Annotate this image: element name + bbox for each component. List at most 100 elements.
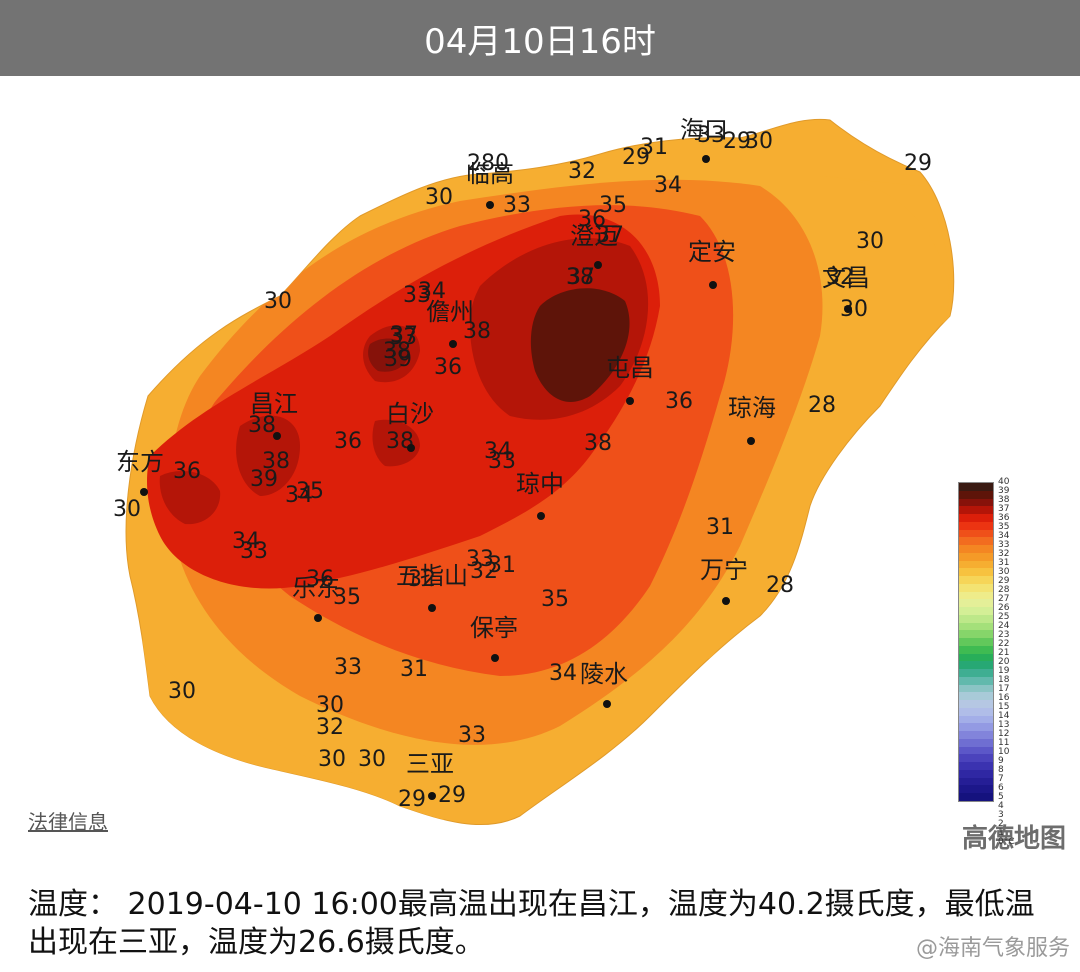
legend-swatch (959, 483, 993, 491)
legend-swatch (959, 599, 993, 607)
legend-swatch (959, 731, 993, 739)
city-name: 白沙 (386, 400, 434, 428)
legend-swatch (959, 552, 993, 561)
city-dot (722, 597, 730, 605)
legend-label: 12 (998, 729, 1010, 739)
temp-label: 31 (488, 553, 516, 578)
legend-swatch (959, 630, 993, 638)
temp-label: 29 (904, 151, 932, 176)
temp-label: 30 (264, 289, 292, 314)
temp-label: 34 (484, 439, 512, 464)
legend-swatch (959, 568, 993, 576)
legend-label: 31 (998, 558, 1010, 568)
legend-swatch (959, 576, 993, 584)
legend-label: 23 (998, 630, 1010, 640)
summary-text: 温度： 2019-04-10 16:00最高温出现在昌江，温度为40.2摄氏度，… (28, 887, 1035, 960)
temp-label: 31 (706, 515, 734, 540)
temp-label: 36 (434, 355, 462, 380)
legend-swatch (959, 669, 993, 677)
legend-swatch (959, 777, 993, 786)
legend-swatch (959, 591, 993, 600)
legend-label: 22 (998, 639, 1010, 649)
city-name: 保亭 (470, 614, 518, 642)
legend-swatch (959, 700, 993, 708)
temp-label: 35 (541, 587, 569, 612)
city-dot (449, 340, 457, 348)
temp-label: 33 (458, 723, 486, 748)
temperature-labels: 33 29 30 31 29 280 32 34 30 35 33 36 37 … (113, 123, 932, 812)
legend-swatch (959, 622, 993, 631)
temp-label: 29 (723, 129, 751, 154)
legend-label: 13 (998, 720, 1010, 730)
city-name: 东方 (116, 448, 164, 476)
temp-label: 30 (316, 693, 344, 718)
legend-label: 35 (998, 522, 1010, 532)
legend-label: 10 (998, 747, 1010, 757)
temp-label: 29 (438, 783, 466, 808)
legend-label: 28 (998, 585, 1010, 595)
temp-label: 32 (470, 559, 498, 584)
legend-label: 18 (998, 675, 1010, 685)
legend-label: 25 (998, 612, 1010, 622)
temp-label: 39 (384, 347, 412, 372)
legend-label: 6 (998, 783, 1004, 793)
city-dot (603, 700, 611, 708)
legend-swatch (959, 529, 993, 538)
temp-label: 36 (334, 429, 362, 454)
legend-label: 4 (998, 801, 1004, 811)
temp-label: 39 (250, 467, 278, 492)
temp-label: 33 (403, 283, 431, 308)
temp-label: 36 (665, 389, 693, 414)
legend-label: 11 (998, 738, 1010, 748)
city-dot (594, 261, 602, 269)
city-name: 陵水 (580, 660, 628, 688)
legend-label: 3 (998, 810, 1004, 820)
legend-label: 17 (998, 684, 1010, 694)
legend-swatch (959, 653, 993, 662)
legend-label: 30 (998, 567, 1010, 577)
legend-label: 27 (998, 594, 1010, 604)
temp-label: 29 (398, 787, 426, 812)
legend-swatch (959, 545, 993, 553)
legend-swatch (959, 692, 993, 700)
temp-label: 35 (333, 585, 361, 610)
legend-label: 24 (998, 621, 1010, 631)
city-name: 海口 (680, 116, 728, 144)
temp-label: 33 (488, 449, 516, 474)
legend-swatch (959, 754, 993, 762)
legend-swatch (959, 521, 993, 530)
temp-label: 31 (400, 657, 428, 682)
city-dot (486, 201, 494, 209)
city-dot (273, 432, 281, 440)
legend-label: 33 (998, 540, 1010, 550)
temp-label: 34 (418, 279, 446, 304)
temp-label: 30 (358, 747, 386, 772)
legend-label: 8 (998, 765, 1004, 775)
temp-label: 34 (232, 529, 260, 554)
temp-label: 36 (578, 207, 606, 232)
temp-label: 34 (285, 483, 313, 508)
city-name: 琼中 (516, 470, 564, 498)
temp-label: 30 (856, 229, 884, 254)
temp-label: 30 (745, 129, 773, 154)
city-dot (702, 155, 710, 163)
temperature-map: 33 29 30 31 29 280 32 34 30 35 33 36 37 … (0, 76, 1080, 876)
legend-swatch (959, 514, 993, 522)
legend-swatch (959, 645, 993, 654)
temp-label: 31 (640, 135, 668, 160)
city-name: 澄迈 (570, 222, 618, 250)
city-dot (537, 512, 545, 520)
city-dot (844, 305, 852, 313)
legend-label: 21 (998, 648, 1010, 658)
temp-label: 30 (113, 497, 141, 522)
legend-label: 9 (998, 756, 1004, 766)
temp-label: 32 (568, 159, 596, 184)
city-dot (747, 437, 755, 445)
temp-label: 280 (467, 151, 509, 176)
legend-label: 0°C (998, 837, 1015, 847)
temp-label: 34 (549, 661, 577, 686)
legend-swatch (959, 638, 993, 646)
legend-labels: 40 39 38 37 36 35 34 33 32 31 30 29 28 27 26 25 24 23 22 21… (998, 478, 1015, 847)
legend-swatch (959, 715, 993, 724)
legal-info-link[interactable]: 法律信息 (28, 810, 108, 834)
